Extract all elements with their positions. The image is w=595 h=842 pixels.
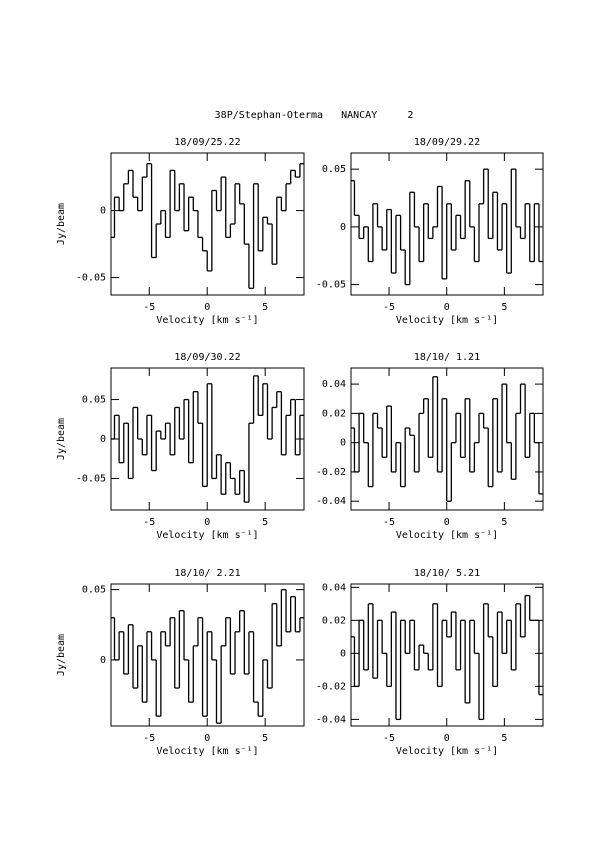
- series: [111, 588, 304, 724]
- x-tick-label: 0: [204, 302, 210, 313]
- x-tick-label: 0: [204, 733, 210, 744]
- panel-title: 18/09/30.22: [174, 352, 240, 363]
- y-axis-label: Jy/beam: [56, 634, 67, 676]
- x-tick-label: 0: [204, 517, 210, 528]
- y-tick-label: -0.02: [316, 681, 346, 692]
- x-axis-label: Velocity [km s⁻¹]: [396, 530, 498, 541]
- x-tick-label: 5: [501, 733, 507, 744]
- panel-title: 18/10/ 2.21: [174, 568, 240, 579]
- y-axis-label: Jy/beam: [56, 418, 67, 460]
- x-tick-label: -5: [143, 733, 155, 744]
- series: [111, 375, 304, 503]
- x-tick-label: 5: [262, 733, 268, 744]
- y-tick-label: 0.05: [322, 164, 346, 175]
- y-tick-label: -0.05: [76, 473, 106, 484]
- panel-title: 18/10/ 1.21: [414, 352, 480, 363]
- x-tick-label: -5: [143, 517, 155, 528]
- series: [351, 168, 543, 286]
- x-tick-label: -5: [383, 302, 395, 313]
- y-tick-label: 0.02: [322, 615, 346, 626]
- x-tick-label: 5: [501, 517, 507, 528]
- y-tick-label: 0: [100, 434, 106, 445]
- x-tick-label: 0: [444, 733, 450, 744]
- x-tick-label: -5: [383, 733, 395, 744]
- x-tick-label: 0: [444, 302, 450, 313]
- page-title: 38P/Stephan-Oterma NANCAY 2: [215, 110, 414, 121]
- y-tick-label: 0.05: [82, 395, 106, 406]
- y-tick-label: -0.02: [316, 467, 346, 478]
- series: [351, 594, 543, 721]
- x-tick-label: 5: [262, 302, 268, 313]
- panel-title: 18/09/25.22: [174, 137, 240, 148]
- y-tick-label: 0.04: [322, 582, 346, 593]
- x-tick-label: 5: [501, 302, 507, 313]
- y-tick-label: -0.05: [76, 273, 106, 284]
- y-tick-label: 0.02: [322, 408, 346, 419]
- x-axis-label: Velocity [km s⁻¹]: [396, 315, 498, 326]
- y-tick-label: 0: [340, 222, 346, 233]
- y-tick-label: 0: [100, 655, 106, 666]
- y-tick-label: -0.04: [316, 496, 346, 507]
- y-tick-label: -0.04: [316, 714, 346, 725]
- x-axis-label: Velocity [km s⁻¹]: [396, 746, 498, 757]
- x-axis-label: Velocity [km s⁻¹]: [156, 315, 258, 326]
- panel-title: 18/09/29.22: [414, 137, 480, 148]
- x-axis-label: Velocity [km s⁻¹]: [156, 530, 258, 541]
- x-axis-label: Velocity [km s⁻¹]: [156, 746, 258, 757]
- y-tick-label: 0: [340, 438, 346, 449]
- series: [351, 376, 543, 502]
- series: [111, 163, 304, 289]
- y-tick-label: 0.05: [82, 585, 106, 596]
- y-axis-label: Jy/beam: [56, 203, 67, 245]
- y-tick-label: 0: [340, 648, 346, 659]
- x-tick-label: 0: [444, 517, 450, 528]
- x-tick-label: -5: [383, 517, 395, 528]
- y-tick-label: 0: [100, 206, 106, 217]
- panel-title: 18/10/ 5.21: [414, 568, 480, 579]
- y-tick-label: -0.05: [316, 280, 346, 291]
- x-tick-label: 5: [262, 517, 268, 528]
- y-tick-label: 0.04: [322, 379, 346, 390]
- x-tick-label: -5: [143, 302, 155, 313]
